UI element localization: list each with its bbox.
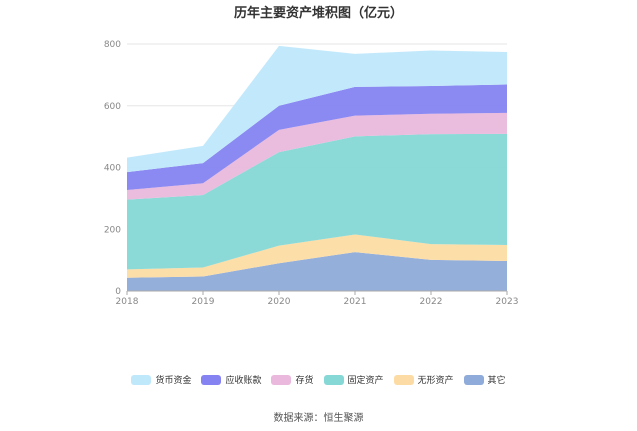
legend-label: 无形资产 <box>417 376 454 386</box>
legend-item[interactable]: 无形资产 <box>393 373 454 386</box>
legend-label: 应收账款 <box>225 376 262 386</box>
y-tick-label: 200 <box>104 225 121 235</box>
legend-swatch <box>463 374 484 385</box>
legend: 货币资金 应收账款 存货 固定资产 无形资产 其它 <box>0 373 637 386</box>
legend-label: 固定资产 <box>347 376 384 386</box>
series-area <box>127 234 507 278</box>
series-area <box>127 45 507 173</box>
series-area <box>127 84 507 191</box>
legend-item[interactable]: 存货 <box>271 373 314 386</box>
legend-item[interactable]: 固定资产 <box>323 373 384 386</box>
data-source-note: 数据来源：恒生聚源 <box>273 413 364 424</box>
legend-label: 其它 <box>487 376 506 386</box>
legend-swatch <box>393 374 414 385</box>
x-tick-label: 2018 <box>116 297 139 307</box>
x-tick-label: 2023 <box>496 297 519 307</box>
x-tick-label: 2019 <box>192 297 215 307</box>
legend-swatch <box>131 374 152 385</box>
y-tick-label: 0 <box>115 287 121 297</box>
legend-swatch <box>323 374 344 385</box>
legend-swatch <box>271 374 292 385</box>
legend-item[interactable]: 应收账款 <box>201 373 261 386</box>
legend-swatch <box>201 374 222 385</box>
x-tick-label: 2020 <box>268 297 291 307</box>
x-tick-label: 2022 <box>420 297 443 307</box>
y-tick-label: 800 <box>104 40 121 50</box>
legend-item[interactable]: 货币资金 <box>131 373 191 386</box>
series-area <box>127 252 507 291</box>
series-area <box>127 133 507 270</box>
legend-label: 存货 <box>295 376 314 386</box>
legend-item[interactable]: 其它 <box>463 373 506 386</box>
y-tick-label: 400 <box>104 164 121 174</box>
series-areas <box>127 45 507 291</box>
legend-label: 货币资金 <box>155 376 192 386</box>
series-area <box>127 112 507 200</box>
y-tick-label: 600 <box>104 102 121 112</box>
axes: 0 200 400 600 800 2018 2019 2020 2021 2022 2023 <box>104 40 519 307</box>
x-tick-label: 2021 <box>344 297 367 307</box>
chart-title: 历年主要资产堆积图（亿元） <box>233 6 403 21</box>
